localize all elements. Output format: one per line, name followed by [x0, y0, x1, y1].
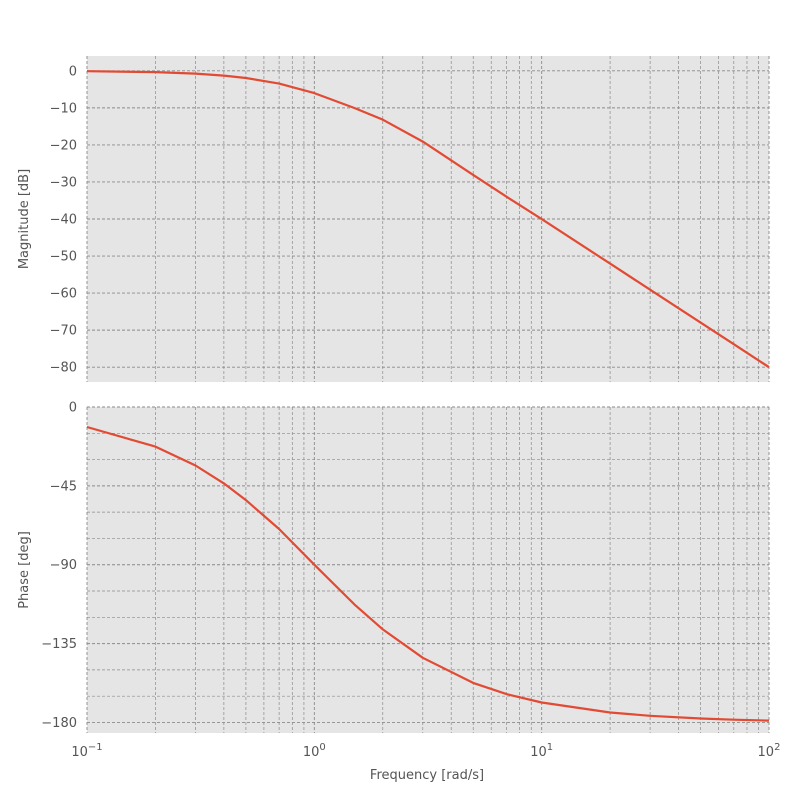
phase-ytick-label: −45 [50, 479, 77, 494]
magnitude-ytick-label: −80 [50, 361, 77, 376]
magnitude-ytick-label: −50 [50, 250, 77, 265]
phase-ytick-label: −135 [41, 637, 77, 652]
frequency-xtick-label: 102 [758, 742, 781, 760]
frequency-xtick-label: 101 [530, 742, 553, 760]
phase-panel: 0 −45 −90 −135 −180 10−1 100 101 102 [41, 401, 780, 761]
magnitude-ytick-label: 0 [69, 64, 77, 79]
frequency-xtick-label: 100 [303, 742, 326, 760]
phase-series-line [86, 425, 770, 722]
magnitude-ytick-label: −10 [50, 101, 77, 116]
frequency-x-axis-label: Frequency [rad/s] [370, 768, 484, 783]
phase-ytick-label: 0 [69, 401, 77, 416]
phase-ytick-label: −90 [50, 558, 77, 573]
magnitude-ytick-label: −30 [50, 175, 77, 190]
phase-ytick-label: −180 [41, 716, 77, 731]
magnitude-ytick-label: −40 [50, 213, 77, 228]
frequency-xtick-label: 10−1 [71, 742, 102, 760]
phase-y-axis-label: Phase [deg] [17, 531, 32, 609]
magnitude-ytick-label: −20 [50, 138, 77, 153]
phase-plot-area [87, 407, 769, 733]
magnitude-y-axis-label: Magnitude [dB] [17, 169, 32, 269]
magnitude-ytick-label: −70 [50, 324, 77, 339]
magnitude-ytick-label: −60 [50, 287, 77, 302]
magnitude-panel: 0 −10 −20 −30 −40 −50 −60 −70 −80 [50, 56, 770, 382]
magnitude-series-line [86, 70, 770, 369]
